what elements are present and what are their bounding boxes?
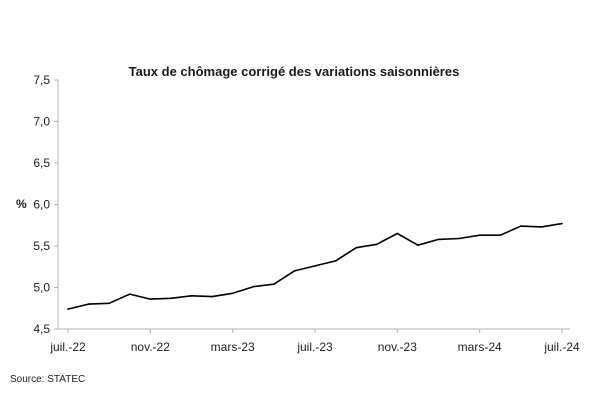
data-point xyxy=(437,238,440,241)
x-tick-label: juil.-23 xyxy=(296,340,333,354)
x-tick-label: mars-24 xyxy=(458,340,502,354)
data-point xyxy=(458,237,460,240)
chart-title: Taux de chômage corrigé des variations s… xyxy=(129,64,460,79)
x-tick-label: juil.-22 xyxy=(49,340,86,354)
x-tick-label: juil.-24 xyxy=(543,340,580,354)
data-point xyxy=(540,226,543,228)
x-tick-label: nov.-23 xyxy=(378,340,417,354)
data-point xyxy=(128,293,131,295)
y-tick-label: 4,5 xyxy=(33,322,50,336)
data-point xyxy=(108,302,110,305)
x-ticks: juil.-22 nov.-22 mars-23 juil.-23 nov.-23 mar… xyxy=(49,329,580,354)
data-point xyxy=(211,295,213,298)
data-point xyxy=(499,234,502,237)
x-tick-label: mars-23 xyxy=(211,340,255,354)
data-point xyxy=(417,244,419,246)
y-ticks: 4,5 5,0 5,5 6,0 6,5 7,0 7,5 xyxy=(33,73,58,336)
data-point xyxy=(87,303,90,305)
data-point xyxy=(231,292,234,295)
data-point xyxy=(334,260,337,262)
data-points xyxy=(67,222,563,310)
data-point xyxy=(561,222,563,225)
y-axis-label: % xyxy=(16,197,27,211)
data-point xyxy=(67,308,69,310)
data-point xyxy=(293,270,296,272)
source-note: Source: STATEC xyxy=(10,374,86,385)
y-tick-label: 5,5 xyxy=(33,239,50,253)
data-point xyxy=(170,297,172,300)
data-point xyxy=(375,243,378,246)
data-point xyxy=(273,283,275,285)
data-point xyxy=(149,298,152,300)
y-tick-label: 7,5 xyxy=(33,73,50,87)
data-point xyxy=(252,285,255,288)
data-point xyxy=(478,234,481,237)
y-tick-label: 6,5 xyxy=(33,156,50,170)
y-tick-label: 6,0 xyxy=(33,198,50,212)
data-point xyxy=(190,295,193,297)
y-tick-label: 7,0 xyxy=(33,115,50,129)
y-tick-label: 5,0 xyxy=(33,281,50,295)
x-tick-label: nov.-22 xyxy=(131,340,170,354)
data-point xyxy=(396,232,399,235)
data-point xyxy=(355,246,357,249)
data-point xyxy=(520,225,522,227)
data-point xyxy=(314,265,316,267)
